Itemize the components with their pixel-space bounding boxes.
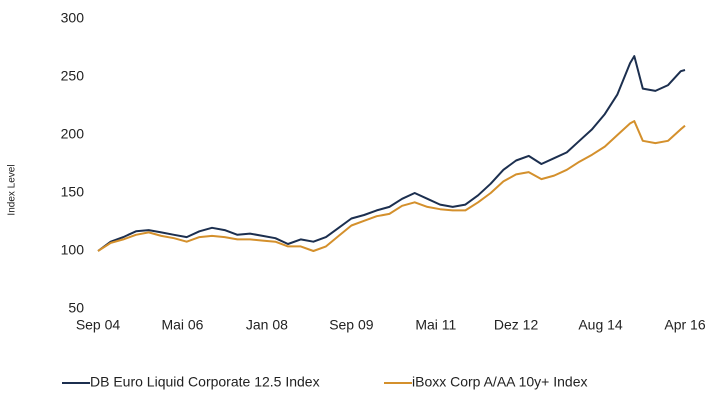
y-tick-label: 250 xyxy=(61,68,85,84)
x-tick-label: Mai 06 xyxy=(161,317,203,333)
y-axis-label: Index Level xyxy=(7,164,18,215)
y-tick-label: 150 xyxy=(61,184,85,200)
x-tick-label: Sep 04 xyxy=(76,317,121,333)
x-tick-label: Aug 14 xyxy=(578,317,623,333)
y-tick-label: 50 xyxy=(68,300,84,316)
y-tick-label: 300 xyxy=(61,10,85,26)
x-tick-label: Apr 16 xyxy=(664,317,705,333)
x-tick-label: Mai 11 xyxy=(415,317,456,333)
x-tick-label: Jan 08 xyxy=(246,317,288,333)
y-tick-label: 100 xyxy=(61,242,85,258)
series-line xyxy=(97,55,686,252)
x-tick-label: Dez 12 xyxy=(494,317,539,333)
x-tick-label: Sep 09 xyxy=(329,317,374,333)
series-line xyxy=(97,120,686,252)
legend-label: DB Euro Liquid Corporate 12.5 Index xyxy=(90,374,320,390)
y-tick-label: 200 xyxy=(61,126,85,142)
legend-label: iBoxx Corp A/AA 10y+ Index xyxy=(412,374,588,390)
